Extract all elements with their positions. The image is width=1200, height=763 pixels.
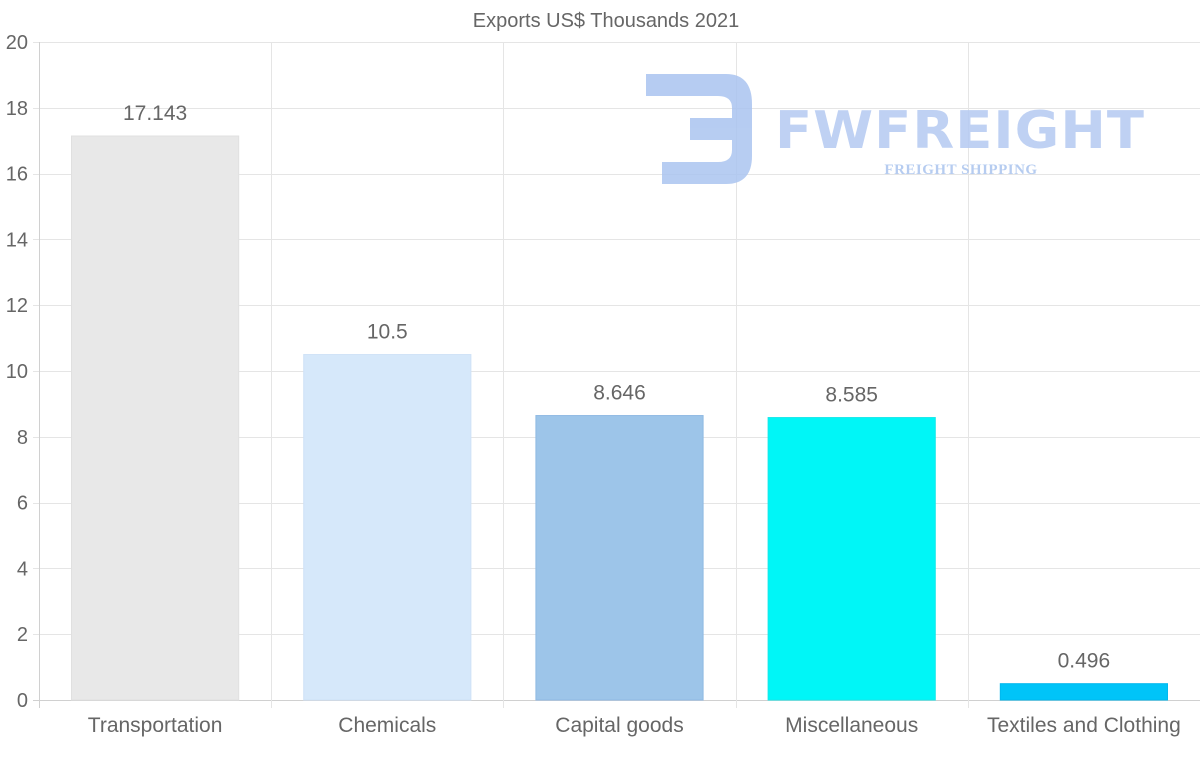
y-tick-label: 6 <box>17 493 28 515</box>
data-label: 8.646 <box>593 382 646 405</box>
y-tick-label: 14 <box>6 229 28 251</box>
y-tick-label: 0 <box>17 690 28 712</box>
bar-transportation[interactable] <box>71 135 240 701</box>
y-axis-ticks: 0 2 4 6 8 10 12 14 16 18 20 <box>6 32 28 712</box>
bar-capital-goods[interactable] <box>535 415 704 701</box>
y-tick-label: 4 <box>17 558 28 580</box>
x-axis-ticks: Transportation Chemicals Capital goods Misc… <box>88 714 1181 737</box>
x-tick-label: Chemicals <box>338 714 436 737</box>
y-tick-label: 8 <box>17 427 28 449</box>
y-tick-label: 20 <box>6 32 28 54</box>
x-tick-label: Textiles and Clothing <box>987 714 1181 737</box>
data-label: 8.585 <box>825 384 878 407</box>
data-labels: 17.143 10.5 8.646 8.585 0.496 <box>123 102 1110 673</box>
x-tick-label: Miscellaneous <box>785 714 918 737</box>
y-tick-label: 18 <box>6 98 28 120</box>
watermark-brand-name: FWFREIGHT <box>775 101 1145 161</box>
x-tick-label: Transportation <box>88 714 223 737</box>
chart-title: Exports US$ Thousands 2021 <box>473 10 739 32</box>
data-label: 10.5 <box>367 321 408 344</box>
y-tick-label: 10 <box>6 361 28 383</box>
x-tick-label: Capital goods <box>555 714 683 737</box>
bars <box>71 135 1168 701</box>
y-tick-label: 16 <box>6 164 28 186</box>
data-label: 0.496 <box>1058 650 1111 673</box>
bar-textiles-and-clothing[interactable] <box>999 683 1168 701</box>
fwfreight-logo-icon <box>646 74 752 184</box>
fwfreight-watermark-logo: FWFREIGHT FREIGHT SHIPPING <box>646 74 1145 184</box>
y-tick-label: 2 <box>17 624 28 646</box>
data-label: 17.143 <box>123 102 187 125</box>
bar-chemicals[interactable] <box>303 354 472 701</box>
y-tick-label: 12 <box>6 295 28 317</box>
watermark-tagline: FREIGHT SHIPPING <box>884 162 1037 178</box>
bar-miscellaneous[interactable] <box>767 417 936 701</box>
